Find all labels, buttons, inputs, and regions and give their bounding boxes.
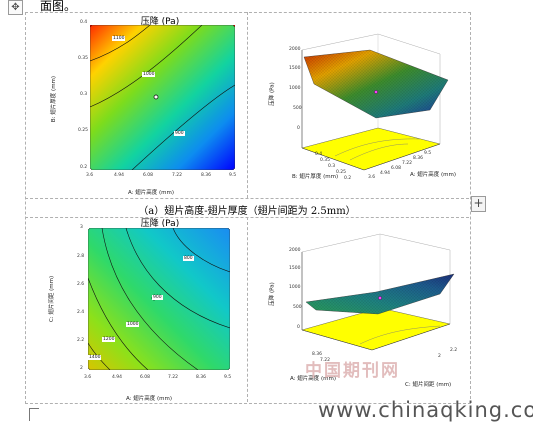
z-tick: 0 [297,325,300,330]
x-tick: 7.22 [168,375,179,380]
contour-label: 1400 [88,355,102,360]
x-tick: 8.36 [196,375,207,380]
x-axis-label: B: 翅片厚度 (mm) [292,174,339,180]
z-tick: 500 [293,305,302,310]
contour-label: 800 [183,256,194,261]
body-text: 面图。 [40,0,77,13]
figure-caption: （a）翅片高度-翅片厚度（翅片间距为 2.5mm） [138,206,356,217]
z-tick: 2000 [289,248,301,253]
chart-title: 压降 (Pa) [140,219,180,229]
x-axis-label: A: 翅片高度 (mm) [290,376,337,382]
z-tick: 1000 [289,86,301,91]
x-tick: 0.25 [336,170,347,175]
contour-plot-a [90,25,235,170]
y-tick: 2.4 [77,310,85,315]
x-tick: 0.4 [315,152,323,157]
contour-label: 1000 [126,322,140,327]
table-divider [25,198,469,199]
x-tick: 3.6 [84,375,92,380]
x-tick: 4.94 [114,173,125,178]
figure-frame[interactable] [25,12,471,404]
y-tick: 2 [80,366,83,371]
move-handle-icon[interactable]: ✥ [8,0,23,15]
y-tick: 4.94 [380,171,391,176]
x-tick: 8.36 [201,173,212,178]
contour-label: 1100 [112,36,126,41]
y-tick: 0.2 [80,165,88,170]
x-tick: 4.94 [112,375,123,380]
add-row-button[interactable]: + [471,196,486,212]
x-tick: 7.22 [172,173,183,178]
y-tick: 0.4 [80,20,88,25]
x-tick: 0.3 [328,164,336,169]
y-tick: 2.2 [450,348,458,353]
contour-label: 900 [174,131,185,136]
page-corner-mark [29,408,39,421]
x-axis-label: A: 翅片高度 (mm) [128,190,175,196]
x-tick: 6.08 [143,173,154,178]
y-tick: 0.25 [78,128,89,133]
watermark-text: 中国期刊网 [305,361,400,381]
table-divider [247,12,248,198]
surface-plot-a [301,33,449,171]
x-axis-label: A: 翅片高度 (mm) [126,396,173,402]
z-tick: 0 [297,126,300,131]
y-tick: 0.35 [78,56,89,61]
y-tick: 3 [80,225,83,230]
x-tick: 6.08 [140,375,151,380]
x-tick: 0.35 [320,158,331,163]
z-tick: 1500 [289,66,301,71]
y-axis-label: C: 翅片间距 (mm) [405,382,452,388]
x-tick: 9.5 [229,173,237,178]
contour-label: 1200 [102,337,116,342]
y-tick: 7.22 [402,161,413,166]
y-tick: 2 [438,354,441,359]
y-tick: 2.6 [77,282,85,287]
z-tick: 1000 [289,285,301,290]
z-tick: 500 [293,106,302,111]
z-tick: 2000 [289,47,301,52]
y-tick: 2.2 [77,338,85,343]
x-tick: 7.22 [320,358,331,363]
y-tick: 9.5 [424,151,432,156]
z-axis-label: 压降 (Pa) [269,282,276,306]
y-tick: 8.36 [413,156,424,161]
y-tick: 3.6 [368,175,376,180]
z-axis-label: 压降 (Pa) [269,82,276,106]
table-divider [247,217,248,402]
y-axis-label: B: 翅片厚度 (mm) [51,75,58,123]
x-tick: 3.6 [86,173,94,178]
chart-title: 压降 (Pa) [140,17,180,27]
y-tick: 6.08 [391,166,402,171]
y-tick: 0.3 [80,92,88,97]
x-tick: 8.36 [312,352,323,357]
x-tick: 9.5 [224,375,232,380]
watermark-url: www.chinaqking.com [318,398,533,422]
y-axis-label: A: 翅片高度 (mm) [410,172,457,178]
x-tick: 0.2 [344,176,352,181]
surface-plot-b [301,233,455,351]
y-tick: 2.8 [77,254,85,259]
y-axis-label: C: 翅片间距 (mm) [49,275,56,323]
contour-label: 1000 [142,72,156,77]
z-tick: 1500 [289,266,301,271]
contour-label: 900 [152,295,163,300]
